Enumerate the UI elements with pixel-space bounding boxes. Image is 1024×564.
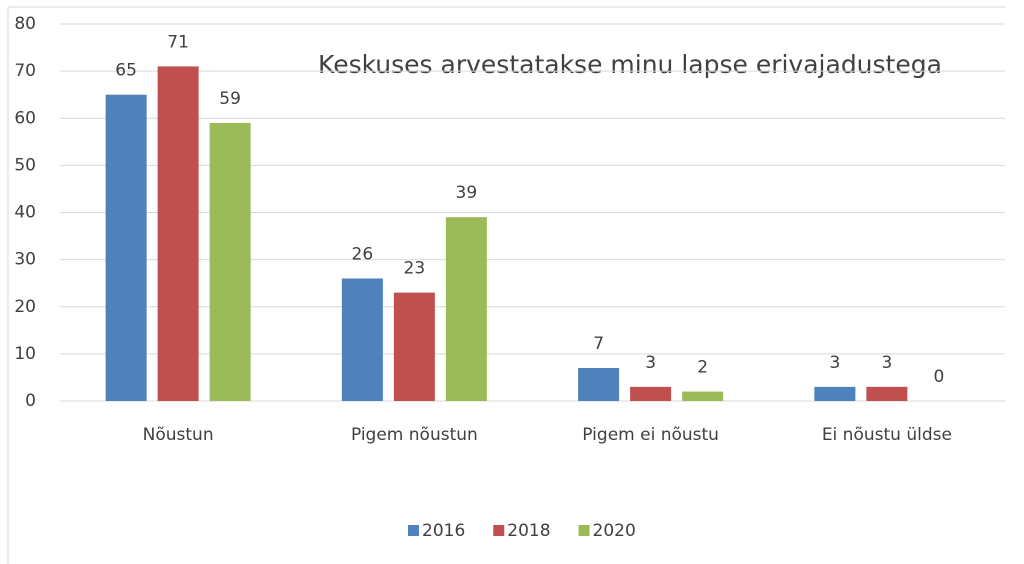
legend-swatch (408, 525, 419, 536)
bar (445, 217, 487, 401)
legend-label: 2016 (422, 521, 465, 541)
bar (157, 66, 199, 401)
data-label: 39 (456, 183, 478, 203)
x-tick-label: Nõustun (143, 425, 214, 445)
legend-label: 2018 (507, 521, 550, 541)
data-label: 3 (829, 353, 840, 373)
bar (814, 386, 856, 401)
y-tick-label: 50 (14, 155, 36, 175)
data-label: 65 (115, 61, 137, 81)
bar (682, 391, 724, 401)
bar (393, 292, 435, 401)
data-label: 23 (404, 259, 426, 279)
bar (341, 278, 383, 401)
x-tick-label: Pigem ei nõustu (582, 425, 719, 445)
y-tick-label: 60 (14, 108, 36, 128)
bar (105, 94, 147, 401)
data-label: 7 (593, 334, 604, 354)
y-tick-label: 70 (14, 61, 36, 81)
legend-swatch (578, 525, 590, 536)
data-label: 2 (697, 358, 708, 378)
data-label: 59 (219, 89, 241, 109)
bar (866, 386, 908, 401)
y-tick-label: 0 (25, 391, 36, 411)
bar (630, 386, 672, 401)
data-label: 26 (352, 244, 374, 264)
data-label: 3 (645, 353, 656, 373)
chart-title: Keskuses arvestatakse minu lapse erivaja… (318, 50, 942, 79)
y-tick-label: 10 (14, 344, 36, 364)
data-label: 0 (933, 367, 944, 387)
legend-swatch (493, 525, 505, 536)
x-tick-label: Ei nõustu üldse (822, 425, 952, 445)
y-tick-label: 80 (14, 14, 36, 34)
bar (578, 368, 620, 401)
y-tick-label: 40 (14, 203, 36, 223)
y-tick-label: 30 (14, 250, 36, 270)
x-tick-label: Pigem nõustun (351, 425, 478, 445)
legend-label: 2020 (593, 521, 636, 541)
data-label: 3 (881, 353, 892, 373)
bar (209, 122, 251, 402)
y-tick-label: 20 (14, 297, 36, 317)
data-label: 71 (167, 32, 189, 52)
